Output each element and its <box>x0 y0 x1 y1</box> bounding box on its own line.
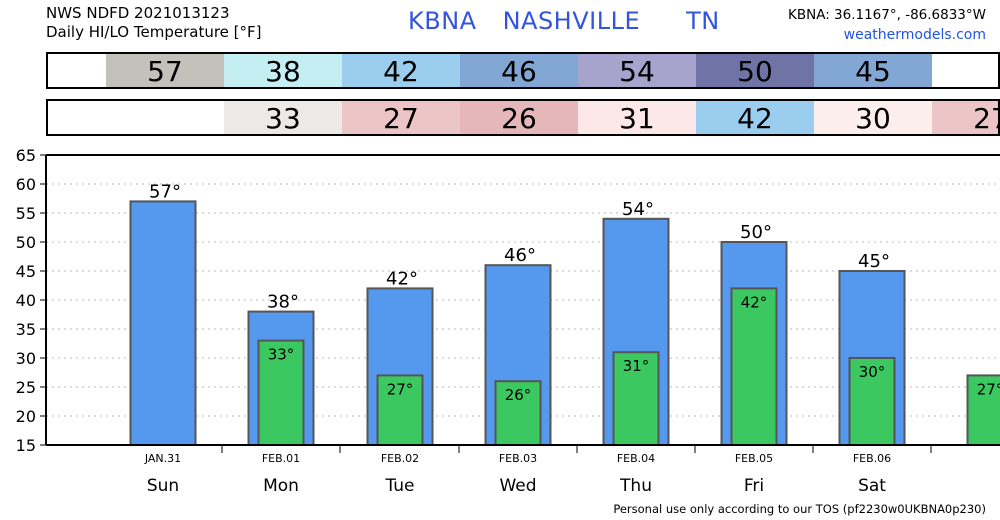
hi-bar-label: 46° <box>504 245 536 266</box>
lo-bar-label: 27° <box>977 380 1000 398</box>
lo-cell: 33 <box>224 101 342 134</box>
x-date-label: FEB.01 <box>262 452 300 465</box>
hi-bar-label: 50° <box>740 222 772 243</box>
lo-bar-label: 26° <box>505 386 532 404</box>
y-tick-label: 65 <box>16 146 36 165</box>
lo-bar <box>966 374 1000 446</box>
hi-bar-label: 54° <box>622 199 654 220</box>
station-title: KBNA NASHVILLE TN <box>408 7 720 35</box>
lo-cell: 31 <box>578 101 696 134</box>
hi-cell: 38 <box>224 54 342 87</box>
hi-cell: 46 <box>460 54 578 87</box>
lo-bar-label: 30° <box>859 363 886 381</box>
hi-bar-label: 38° <box>267 292 299 313</box>
lo-bar-label: 27° <box>387 380 414 398</box>
y-tick-label: 20 <box>16 407 36 426</box>
hi-bar-label: 57° <box>149 181 181 202</box>
x-date-label: FEB.02 <box>381 452 419 465</box>
hi-bar <box>247 310 315 446</box>
hi-bar <box>366 287 434 446</box>
y-tick-label: 35 <box>16 320 36 339</box>
hi-cell <box>932 54 998 87</box>
lo-bar <box>376 374 424 446</box>
x-day-label: Wed <box>499 476 536 496</box>
lo-bar <box>848 357 896 446</box>
lo-bar <box>612 351 660 447</box>
hi-bar <box>720 241 788 446</box>
lo-cell: 42 <box>696 101 814 134</box>
x-day-label: Mon <box>263 476 299 496</box>
hi-cell: 57 <box>106 54 224 87</box>
hi-temperature-row: 57 38 42 46 54 50 45 <box>46 52 1000 89</box>
x-date-label: FEB.04 <box>617 452 655 465</box>
hi-bar <box>602 217 670 446</box>
hi-bar <box>484 264 552 447</box>
x-day-label: Fri <box>744 476 764 496</box>
lo-temperature-row: 33272631423027 <box>46 99 1000 136</box>
x-date-label: FEB.03 <box>499 452 537 465</box>
y-tick-label: 40 <box>16 291 36 310</box>
site-link[interactable]: weathermodels.com <box>843 27 986 43</box>
lo-cell: 27 <box>342 101 460 134</box>
hi-cell: 54 <box>578 54 696 87</box>
chart-header-right: KBNA: 36.1167°, -86.6833°W weathermodels… <box>788 5 986 45</box>
product-label: Daily HI/LO Temperature [°F] <box>46 23 262 41</box>
hi-cell: 42 <box>342 54 460 87</box>
lo-cell: 26 <box>460 101 578 134</box>
hi-bar <box>838 270 906 446</box>
hi-bar-label: 42° <box>386 268 418 289</box>
lo-bar-label: 33° <box>268 346 295 364</box>
x-day-label: Sun <box>147 476 179 496</box>
lo-bar <box>730 287 778 446</box>
hi-bar <box>129 200 197 446</box>
hi-cell <box>48 54 106 87</box>
y-tick-label: 60 <box>16 175 36 194</box>
y-tick-label: 30 <box>16 349 36 368</box>
y-tick-label: 25 <box>16 378 36 397</box>
x-date-label: JAN.31 <box>144 452 181 465</box>
x-day-label: Sat <box>858 476 886 496</box>
lo-cell: 27 <box>932 101 998 134</box>
lo-bar <box>257 339 305 447</box>
lo-bar-label: 31° <box>623 357 650 375</box>
hi-bar-label: 45° <box>858 251 890 272</box>
lo-cell <box>106 101 224 134</box>
hi-cell: 50 <box>696 54 814 87</box>
x-day-label: Thu <box>619 476 652 496</box>
y-tick-label: 55 <box>16 204 36 223</box>
x-date-label: FEB.06 <box>853 452 891 465</box>
y-tick-label: 45 <box>16 262 36 281</box>
y-tick-label: 15 <box>16 436 36 455</box>
station-coords: KBNA: 36.1167°, -86.6833°W <box>787 7 986 23</box>
x-day-label: Tue <box>384 476 414 496</box>
tos-footer: Personal use only according to our TOS (… <box>613 502 986 516</box>
lo-bar <box>494 380 542 447</box>
model-run-label: NWS NDFD 2021013123 <box>46 4 230 22</box>
station-id: KBNA <box>408 7 477 35</box>
y-tick-label: 50 <box>16 233 36 252</box>
lo-cell: 30 <box>814 101 932 134</box>
chart-header-left: NWS NDFD 2021013123 Daily HI/LO Temperat… <box>46 4 262 42</box>
station-city: NASHVILLE <box>502 7 641 35</box>
lo-bar-label: 42° <box>741 293 768 311</box>
hi-cell: 45 <box>814 54 932 87</box>
lo-cell <box>48 101 106 134</box>
x-date-label: FEB.05 <box>735 452 773 465</box>
station-state: TN <box>686 7 720 35</box>
